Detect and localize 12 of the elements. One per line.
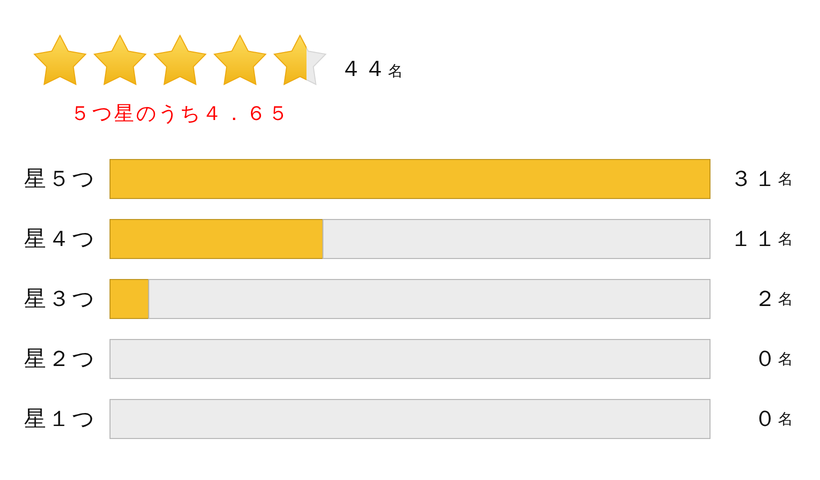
data-label: ０名 bbox=[754, 346, 793, 372]
data-label: ３１名 bbox=[730, 166, 793, 192]
y-tick-label: 星１つ bbox=[24, 407, 97, 432]
y-tick-label: 星５つ bbox=[24, 167, 97, 192]
y-tick-label: 星２つ bbox=[24, 347, 97, 372]
data-label: ２名 bbox=[754, 286, 793, 312]
y-tick-label: 星３つ bbox=[24, 287, 97, 312]
data-label: ０名 bbox=[754, 406, 793, 432]
data-label: １１名 bbox=[730, 226, 793, 252]
text: ５つ星のうち４．６５ bbox=[70, 101, 290, 125]
text: ４４名 bbox=[340, 57, 403, 82]
y-tick-label: 星４つ bbox=[24, 227, 97, 252]
